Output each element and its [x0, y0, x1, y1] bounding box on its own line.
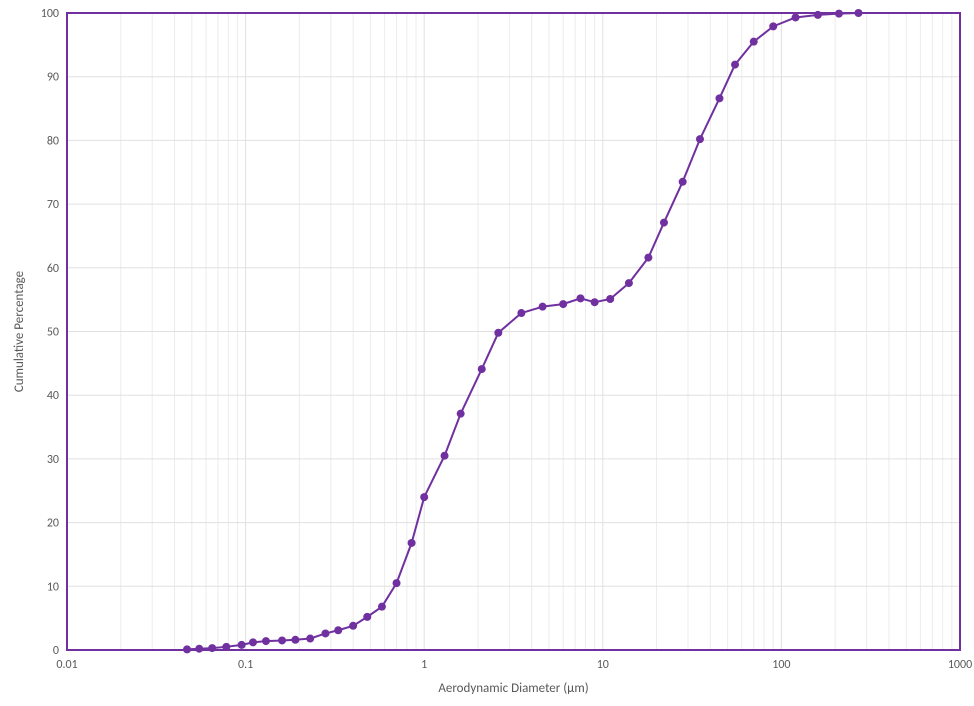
data-point [606, 295, 614, 303]
data-point [349, 622, 357, 630]
data-point [494, 329, 502, 337]
data-point [378, 603, 386, 611]
data-point [363, 613, 371, 621]
chart-svg: 0.01 0.1 1 10 100 1000 0 10 20 30 40 50 60 70 80 90 100 A… [0, 0, 974, 706]
y-tick-label: 10 [47, 580, 59, 594]
data-point [750, 38, 758, 46]
data-point [478, 365, 486, 373]
data-point [393, 579, 401, 587]
data-point [408, 539, 416, 547]
data-point [591, 298, 599, 306]
data-point [539, 303, 547, 311]
data-point [195, 645, 203, 653]
data-point [420, 493, 428, 501]
data-point [278, 636, 286, 644]
y-axis-label: Cumulative Percentage [12, 271, 27, 392]
data-point [249, 638, 257, 646]
x-tick-label: 10 [597, 658, 609, 672]
data-point [696, 135, 704, 143]
data-point [306, 635, 314, 643]
x-tick-label: 0.1 [238, 658, 253, 672]
data-point [576, 294, 584, 302]
y-tick-label: 100 [41, 7, 59, 21]
data-point [625, 279, 633, 287]
data-point [321, 629, 329, 637]
data-point [517, 309, 525, 317]
data-point [238, 641, 246, 649]
x-tick-label: 100 [772, 658, 790, 672]
data-point [769, 22, 777, 30]
y-tick-label: 90 [47, 71, 59, 85]
data-point [457, 410, 465, 418]
y-tick-label: 70 [47, 198, 59, 212]
data-point [679, 178, 687, 186]
x-tick-label: 1000 [948, 658, 972, 672]
data-point [441, 452, 449, 460]
data-point [559, 300, 567, 308]
x-tick-label: 1 [421, 658, 427, 672]
y-tick-label: 40 [47, 389, 59, 403]
data-point [731, 61, 739, 69]
y-tick-label: 50 [47, 326, 59, 340]
data-point [644, 254, 652, 262]
y-tick-label: 0 [53, 644, 59, 658]
data-point [334, 626, 342, 634]
data-point [715, 94, 723, 102]
data-point [660, 219, 668, 227]
y-tick-label: 60 [47, 262, 59, 276]
data-point [291, 636, 299, 644]
y-tick-label: 80 [47, 134, 59, 148]
x-axis-label: Aerodynamic Diameter (µm) [438, 681, 588, 696]
data-point [792, 13, 800, 21]
y-tick-label: 30 [47, 453, 59, 467]
x-tick-label: 0.01 [56, 658, 77, 672]
chart-container: 0.01 0.1 1 10 100 1000 0 10 20 30 40 50 60 70 80 90 100 A… [0, 0, 974, 706]
data-point [262, 637, 270, 645]
y-tick-label: 20 [47, 517, 59, 531]
